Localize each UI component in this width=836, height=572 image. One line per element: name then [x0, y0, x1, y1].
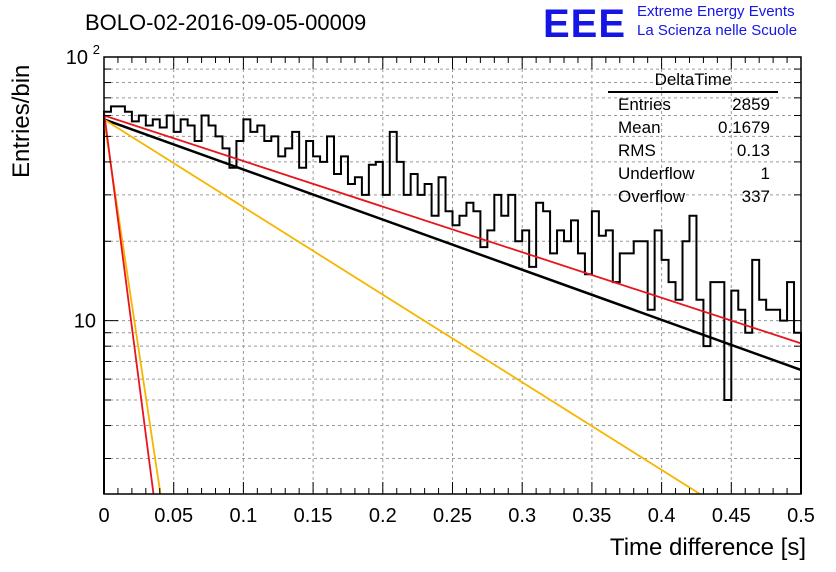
y-tick-exponent: 2 — [93, 42, 100, 57]
stats-label: Mean — [618, 118, 661, 137]
x-tick-label: 0.5 — [787, 505, 815, 527]
stats-row-overflow: Overflow 337 — [608, 187, 778, 210]
fit-curve-1 — [103, 114, 802, 345]
y-axis-ticks: 10 10 2 — [66, 42, 801, 459]
histogram-title: BOLO-02-2016-09-05-00009 — [85, 10, 367, 35]
fit-curve-4 — [103, 111, 155, 495]
x-axis-label: Time difference [s] — [609, 534, 806, 561]
x-tick-label: 0.3 — [508, 505, 536, 527]
stats-header: DeltaTime — [608, 70, 778, 93]
y-tick-label: 10 — [66, 47, 88, 69]
stats-value: 1 — [760, 164, 770, 183]
x-tick-label: 0.15 — [294, 505, 333, 527]
x-tick-label: 0.45 — [712, 505, 751, 527]
stats-row-underflow: Underflow 1 — [608, 164, 778, 187]
stats-box: DeltaTime Entries 2859 Mean 0.1679 RMS 0… — [608, 70, 778, 210]
experiment-line-2: La Scienza nelle Scuole — [637, 22, 798, 39]
stats-row-rms: RMS 0.13 — [608, 141, 778, 164]
fit-curve-0 — [103, 118, 802, 372]
x-tick-label: 0.2 — [369, 505, 397, 527]
x-tick-label: 0.05 — [154, 505, 193, 527]
x-tick-label: 0.35 — [572, 505, 611, 527]
stats-value: 2859 — [732, 95, 770, 114]
y-axis-label: Entries/bin — [8, 64, 35, 178]
stats-row-mean: Mean 0.1679 — [608, 118, 778, 141]
x-tick-label: 0 — [98, 505, 109, 527]
y-tick-label: 10 — [74, 311, 96, 333]
stats-value: 0.1679 — [718, 118, 770, 137]
stats-label: Overflow — [618, 187, 686, 206]
stats-value: 337 — [741, 187, 770, 206]
stats-label: RMS — [618, 141, 656, 160]
experiment-label: Extreme Energy Events La Scienza nelle S… — [637, 2, 797, 40]
experiment-line-1: Extreme Energy Events — [637, 3, 795, 20]
stats-row-entries: Entries 2859 — [608, 95, 778, 118]
stats-label: Underflow — [618, 164, 695, 183]
stats-label: Entries — [618, 95, 671, 114]
stats-value: 0.13 — [736, 141, 770, 160]
x-axis-ticks: 0 0.05 0.1 0.15 0.2 0.25 0.3 0.35 0.4 0.45 0.5 — [98, 57, 815, 527]
x-tick-label: 0.25 — [433, 505, 472, 527]
histogram-bins — [103, 105, 802, 494]
x-tick-label: 0.4 — [648, 505, 676, 527]
x-tick-label: 0.1 — [229, 505, 257, 527]
eee-logo: EEE — [543, 2, 627, 46]
fit-curve-2 — [103, 118, 701, 495]
